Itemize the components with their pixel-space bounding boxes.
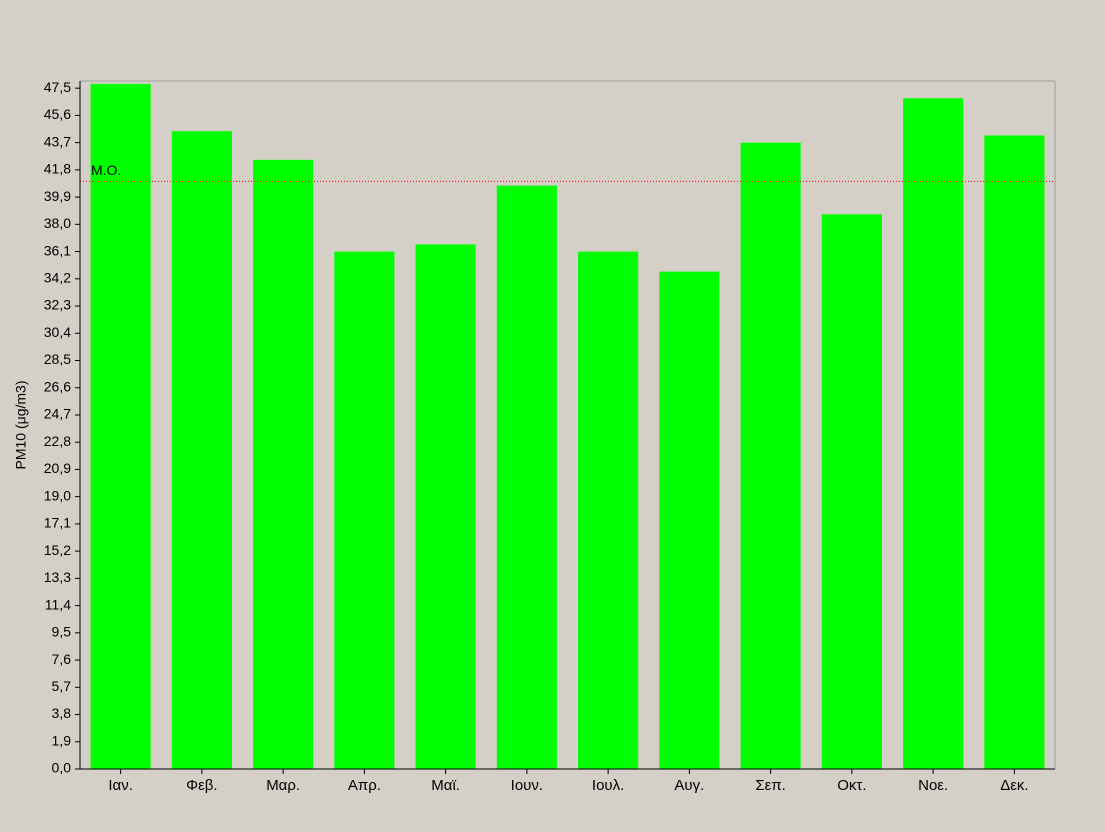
x-tick-label: Απρ. [348, 777, 381, 794]
y-tick-label: 9,5 [52, 624, 72, 640]
y-tick-label: 38,0 [44, 215, 71, 231]
bar [253, 159, 314, 770]
y-tick-label: 43,7 [44, 133, 71, 149]
x-tick-label: Οκτ. [837, 777, 866, 794]
y-tick-label: 11,4 [45, 596, 71, 612]
y-tick-label: 24,7 [44, 406, 71, 422]
x-tick-label: Σεπ. [755, 777, 785, 794]
x-tick-label: Ιαν. [108, 777, 133, 794]
y-tick-label: 20,9 [44, 460, 71, 476]
y-tick-label: 34,2 [44, 270, 71, 286]
bar [659, 271, 720, 769]
y-tick-label: 1,9 [52, 732, 72, 748]
bar [415, 244, 476, 769]
y-tick-label: 22,8 [44, 433, 71, 449]
bar [171, 131, 232, 769]
x-tick-label: Ιουν. [511, 777, 543, 794]
x-tick-label: Αυγ. [674, 777, 704, 794]
bar [578, 251, 639, 770]
y-axis-label: PM10 (μg/m3) [13, 381, 29, 470]
bar [821, 214, 882, 770]
x-tick-label: Μαϊ. [431, 777, 460, 794]
y-tick-label: 15,2 [44, 542, 71, 558]
y-tick-label: 32,3 [44, 297, 71, 313]
y-tick-label: 17,1 [44, 515, 71, 531]
bar [90, 83, 151, 769]
y-tick-label: 30,4 [44, 324, 71, 340]
y-tick-label: 7,6 [52, 651, 72, 667]
x-tick-label: Φεβ. [186, 777, 217, 794]
mean-label: Μ.Ο. [91, 162, 121, 178]
y-tick-label: 26,6 [44, 378, 71, 394]
y-tick-label: 36,1 [44, 242, 71, 258]
bar [334, 251, 395, 770]
y-tick-label: 5,7 [52, 678, 72, 694]
y-tick-label: 28,5 [44, 351, 71, 367]
y-tick-label: 47,5 [44, 79, 71, 95]
y-tick-label: 13,3 [44, 569, 71, 585]
x-tick-label: Δεκ. [1000, 777, 1028, 794]
y-tick-label: 41,8 [44, 161, 71, 177]
x-tick-label: Ιουλ. [592, 777, 624, 794]
x-tick-label: Μαρ. [266, 777, 300, 794]
y-tick-label: 39,9 [44, 188, 71, 204]
x-tick-label: Νοε. [918, 777, 948, 794]
bar [740, 142, 801, 770]
bar [903, 98, 964, 769]
y-tick-label: 3,8 [52, 705, 72, 721]
bar [984, 135, 1045, 769]
y-tick-label: 45,6 [44, 106, 71, 122]
y-tick-label: 0,0 [52, 760, 72, 776]
bar [496, 185, 557, 770]
y-tick-label: 19,0 [44, 487, 71, 503]
